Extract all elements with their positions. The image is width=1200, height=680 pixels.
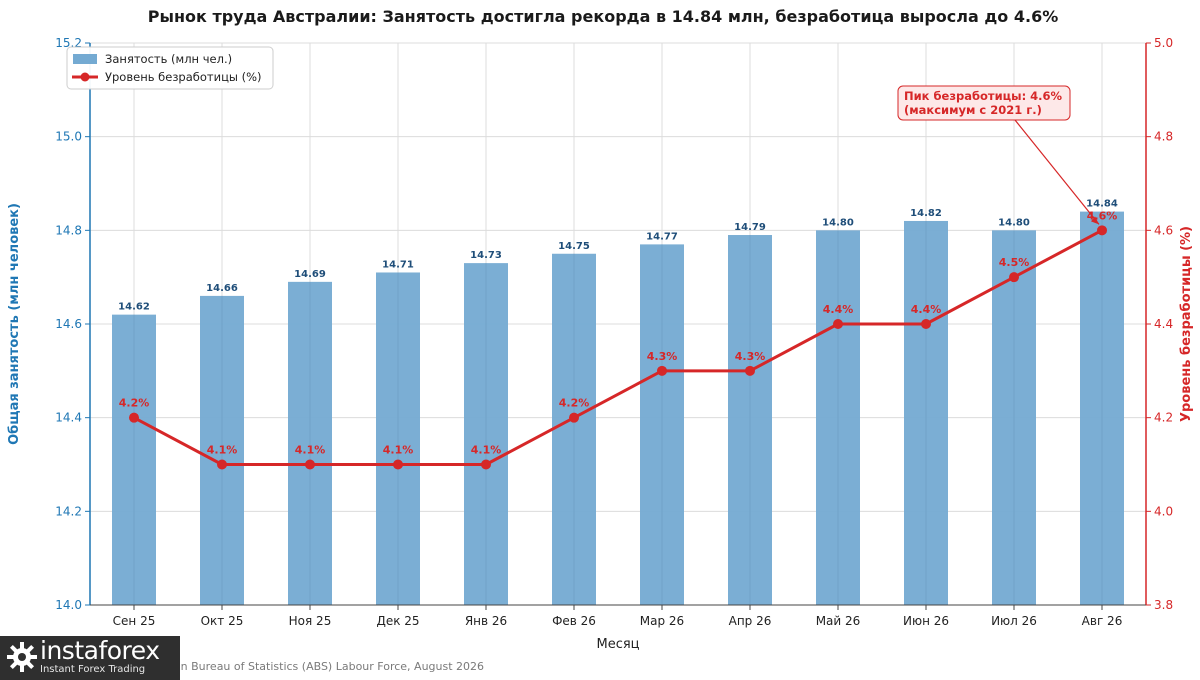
legend-swatch-unemployment-marker bbox=[80, 72, 90, 82]
unemployment-value-label: 4.1% bbox=[471, 444, 502, 457]
legend-label-unemployment: Уровень безработицы (%) bbox=[105, 70, 262, 84]
unemployment-value-label: 4.3% bbox=[735, 350, 766, 363]
logo-text: instaforex bbox=[40, 636, 160, 665]
annotation-arrow bbox=[1014, 119, 1100, 225]
unemployment-value-label: 4.4% bbox=[823, 303, 854, 316]
bar-value-label: 14.77 bbox=[646, 231, 678, 242]
gear-icon bbox=[7, 642, 37, 672]
bar-value-label: 14.66 bbox=[206, 283, 238, 294]
right-axis-label: Уровень безработицы (%) bbox=[1179, 226, 1194, 422]
unemployment-value-label: 4.1% bbox=[207, 444, 238, 457]
annotation-text: (максимум с 2021 г.) bbox=[904, 103, 1042, 117]
bar-value-label: 14.80 bbox=[998, 217, 1030, 228]
right-tick-label: 5.0 bbox=[1154, 36, 1173, 50]
bar-value-label: 14.80 bbox=[822, 217, 854, 228]
instaforex-logo: instaforex Instant Forex Trading bbox=[0, 636, 180, 680]
unemployment-point-10 bbox=[921, 319, 931, 329]
x-tick-label: Дек 25 bbox=[376, 614, 419, 628]
unemployment-point-7 bbox=[657, 365, 667, 376]
unemployment-point-6 bbox=[569, 412, 579, 423]
unemployment-point-4 bbox=[393, 459, 403, 470]
x-tick-label: Сен 25 bbox=[113, 614, 156, 628]
logo-subtitle: Instant Forex Trading bbox=[40, 664, 146, 675]
unemployment-value-label: 4.2% bbox=[119, 397, 150, 410]
x-axis-label: Месяц bbox=[596, 637, 639, 652]
unemployment-value-label: 4.1% bbox=[383, 444, 414, 457]
unemployment-value-label: 4.1% bbox=[295, 444, 326, 457]
bar-value-label: 14.82 bbox=[910, 208, 942, 219]
legend-swatch-employment bbox=[73, 54, 97, 64]
legend bbox=[66, 46, 274, 90]
right-tick-label: 4.2 bbox=[1154, 411, 1173, 425]
left-tick-label: 14.4 bbox=[55, 411, 82, 425]
left-axis-label: Общая занятость (млн человек) bbox=[7, 203, 22, 445]
unemployment-point-8 bbox=[745, 365, 755, 376]
annotation-text: Пик безработицы: 4.6% bbox=[904, 89, 1063, 103]
x-tick-label: Фев 26 bbox=[552, 614, 596, 628]
bar-value-label: 14.62 bbox=[118, 302, 150, 313]
left-tick-label: 14.8 bbox=[55, 223, 82, 237]
bar-value-label: 14.71 bbox=[382, 259, 414, 270]
bar-value-label: 14.79 bbox=[734, 222, 766, 233]
legend-label-employment: Занятость (млн чел.) bbox=[105, 52, 232, 66]
unemployment-value-label: 4.6% bbox=[1087, 209, 1118, 222]
left-tick-label: 14.6 bbox=[55, 317, 82, 331]
right-tick-label: 4.8 bbox=[1154, 130, 1173, 144]
unemployment-point-11 bbox=[1009, 272, 1019, 283]
right-tick-label: 4.0 bbox=[1154, 504, 1173, 518]
left-tick-label: 14.0 bbox=[55, 598, 82, 612]
x-tick-label: Июл 26 bbox=[991, 614, 1037, 628]
unemployment-point-5 bbox=[481, 459, 491, 470]
unemployment-value-label: 4.5% bbox=[999, 256, 1030, 269]
annotation-arrowhead bbox=[1091, 216, 1099, 225]
x-tick-label: Апр 26 bbox=[729, 614, 772, 628]
source-note: Australian Bureau of Statistics (ABS) La… bbox=[132, 660, 485, 673]
x-tick-label: Мар 26 bbox=[640, 614, 684, 628]
x-tick-label: Май 26 bbox=[816, 614, 861, 628]
right-tick-label: 4.4 bbox=[1154, 317, 1173, 331]
annotation-box bbox=[897, 85, 1071, 121]
right-tick-label: 3.8 bbox=[1154, 598, 1173, 612]
unemployment-value-label: 4.4% bbox=[911, 303, 942, 316]
right-tick-label: 4.6 bbox=[1154, 223, 1173, 237]
x-tick-label: Авг 26 bbox=[1082, 614, 1123, 628]
bar-value-label: 14.84 bbox=[1086, 199, 1118, 210]
x-tick-label: Окт 25 bbox=[201, 614, 244, 628]
unemployment-point-12 bbox=[1097, 225, 1107, 236]
unemployment-point-3 bbox=[305, 459, 315, 470]
bar-value-label: 14.73 bbox=[470, 250, 502, 261]
unemployment-point-9 bbox=[833, 319, 843, 329]
unemployment-value-label: 4.3% bbox=[647, 350, 678, 363]
chart-title: Рынок труда Австралии: Занятость достигл… bbox=[148, 7, 1058, 26]
unemployment-value-label: 4.2% bbox=[559, 397, 590, 410]
x-tick-label: Янв 26 bbox=[465, 614, 507, 628]
x-tick-label: Июн 26 bbox=[903, 614, 949, 628]
unemployment-line bbox=[133, 229, 1103, 466]
left-tick-label: 14.2 bbox=[55, 504, 82, 518]
x-tick-label: Ноя 25 bbox=[289, 614, 332, 628]
bar-value-label: 14.75 bbox=[558, 241, 590, 252]
bar-value-label: 14.69 bbox=[294, 269, 326, 280]
unemployment-point-2 bbox=[217, 459, 227, 470]
unemployment-point-1 bbox=[129, 412, 139, 423]
left-tick-label: 15.0 bbox=[55, 130, 82, 144]
